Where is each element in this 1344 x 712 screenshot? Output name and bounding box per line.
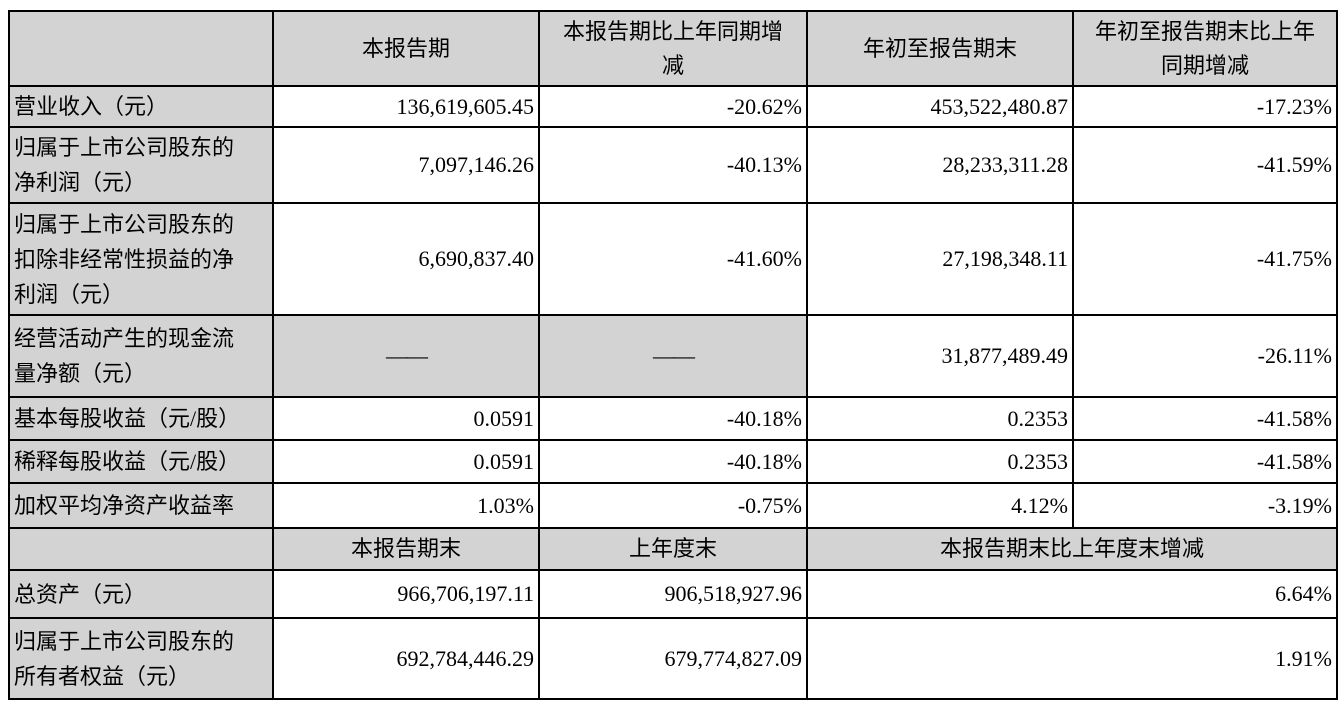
row-label: 营业收入（元）	[8, 85, 274, 128]
table-row-basic-eps: 基本每股收益（元/股） 0.0591 -40.18% 0.2353 -41.58…	[8, 396, 1338, 441]
value-cell: -40.13%	[538, 126, 808, 204]
section2-header-row: 本报告期末 上年度末 本报告期末比上年度末增减	[8, 527, 1338, 571]
row-label: 基本每股收益（元/股）	[8, 396, 274, 441]
value-cell: 31,877,489.49	[806, 314, 1074, 398]
value-cell: 1.03%	[272, 482, 540, 529]
merged-value-cell: 1.91%	[806, 617, 1338, 700]
column-header-ytd: 年初至报告期末	[806, 10, 1074, 87]
row-label: 归属于上市公司股东的所有者权益（元）	[8, 617, 274, 700]
corner-cell	[8, 527, 274, 571]
value-cell: 0.0591	[272, 396, 540, 441]
table-row-total-assets: 总资产（元） 966,706,197.11 906,518,927.96 6.6…	[8, 569, 1338, 619]
row-label: 总资产（元）	[8, 569, 274, 619]
value-cell: -41.59%	[1072, 126, 1338, 204]
row-label: 加权平均净资产收益率	[8, 482, 274, 529]
column-header-current-period: 本报告期	[272, 10, 540, 87]
value-cell: 0.2353	[806, 396, 1074, 441]
column-header-change-vs-prior-year-end: 本报告期末比上年度末增减	[806, 527, 1338, 571]
value-cell: 906,518,927.96	[538, 569, 808, 619]
value-cell: -41.58%	[1072, 396, 1338, 441]
row-label: 归属于上市公司股东的扣除非经常性损益的净利润（元）	[8, 202, 274, 316]
value-cell: -41.60%	[538, 202, 808, 316]
value-cell: 679,774,827.09	[538, 617, 808, 700]
column-header-end-of-period: 本报告期末	[272, 527, 540, 571]
value-cell: -41.75%	[1072, 202, 1338, 316]
value-cell: 6,690,837.40	[272, 202, 540, 316]
section1-header-row: 本报告期 本报告期比上年同期增减 年初至报告期末 年初至报告期末比上年同期增减	[8, 10, 1338, 87]
merged-value-cell: 6.64%	[806, 569, 1338, 619]
value-cell: -40.18%	[538, 439, 808, 484]
table-row-weighted-avg-roe: 加权平均净资产收益率 1.03% -0.75% 4.12% -3.19%	[8, 482, 1338, 529]
value-cell: -41.58%	[1072, 439, 1338, 484]
table-row-net-profit: 归属于上市公司股东的净利润（元） 7,097,146.26 -40.13% 28…	[8, 126, 1338, 204]
table-row-net-profit-excl-nonrecurring: 归属于上市公司股东的扣除非经常性损益的净利润（元） 6,690,837.40 -…	[8, 202, 1338, 316]
value-cell: 0.0591	[272, 439, 540, 484]
value-cell: 0.2353	[806, 439, 1074, 484]
value-cell: 136,619,605.45	[272, 85, 540, 128]
table-row-diluted-eps: 稀释每股收益（元/股） 0.0591 -40.18% 0.2353 -41.58…	[8, 439, 1338, 484]
dash-cell: ——	[538, 314, 808, 398]
value-cell: 966,706,197.11	[272, 569, 540, 619]
table-row-equity-attributable-to-shareholders: 归属于上市公司股东的所有者权益（元） 692,784,446.29 679,77…	[8, 617, 1338, 700]
value-cell: -0.75%	[538, 482, 808, 529]
value-cell: -20.62%	[538, 85, 808, 128]
value-cell: 7,097,146.26	[272, 126, 540, 204]
value-cell: 453,522,480.87	[806, 85, 1074, 128]
dash-cell: ——	[272, 314, 540, 398]
value-cell: -3.19%	[1072, 482, 1338, 529]
row-label: 稀释每股收益（元/股）	[8, 439, 274, 484]
value-cell: 28,233,311.28	[806, 126, 1074, 204]
table-row-operating-revenue: 营业收入（元） 136,619,605.45 -20.62% 453,522,4…	[8, 85, 1338, 128]
value-cell: 4.12%	[806, 482, 1074, 529]
row-label: 归属于上市公司股东的净利润（元）	[8, 126, 274, 204]
value-cell: 27,198,348.11	[806, 202, 1074, 316]
corner-cell	[8, 10, 274, 87]
column-header-end-of-prior-year: 上年度末	[538, 527, 808, 571]
column-header-current-period-yoy-change: 本报告期比上年同期增减	[538, 10, 808, 87]
table-row-operating-cash-flow: 经营活动产生的现金流量净额（元） —— —— 31,877,489.49 -26…	[8, 314, 1338, 398]
column-header-ytd-yoy-change: 年初至报告期末比上年同期增减	[1072, 10, 1338, 87]
value-cell: -26.11%	[1072, 314, 1338, 398]
value-cell: -17.23%	[1072, 85, 1338, 128]
row-label: 经营活动产生的现金流量净额（元）	[8, 314, 274, 398]
financial-summary-table: 本报告期 本报告期比上年同期增减 年初至报告期末 年初至报告期末比上年同期增减 …	[8, 10, 1338, 700]
value-cell: -40.18%	[538, 396, 808, 441]
value-cell: 692,784,446.29	[272, 617, 540, 700]
